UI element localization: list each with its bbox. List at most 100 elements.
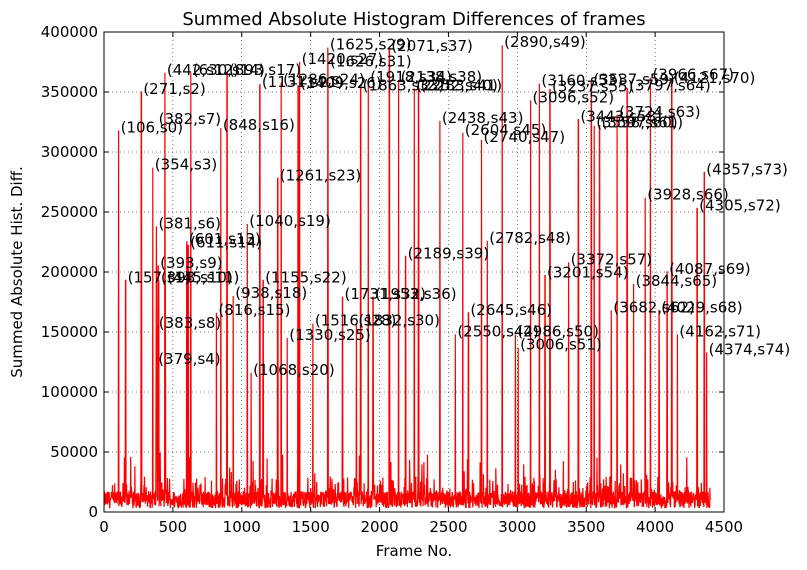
peak-label: (3372,s57)	[571, 250, 653, 268]
peak-label: (1131,s21)	[262, 73, 344, 91]
y-tick-label: 0	[88, 503, 98, 521]
peak-label: (398,s10)	[161, 268, 233, 286]
y-tick-label: 250000	[41, 203, 98, 221]
peak-label: (601,s13)	[189, 230, 261, 248]
x-tick-label: 4000	[636, 518, 674, 536]
y-tick-label: 200000	[41, 263, 98, 281]
x-tick-label: 4500	[705, 518, 743, 536]
peak-label: (1330,s25)	[289, 326, 371, 344]
peak-label: (2550,s44)	[457, 322, 539, 340]
peak-label: (2071,s37)	[391, 37, 473, 55]
peak-label: (3201,s54)	[547, 264, 629, 282]
y-tick-label: 350000	[41, 83, 98, 101]
peak-annotations: (106,s0) (157,s1) (271,s2) (354,s3) (379,s4)…	[121, 33, 791, 379]
peak-label: (630,s14)	[193, 61, 265, 79]
y-tick-label: 400000	[41, 23, 98, 41]
peak-label: (4121,s70)	[674, 69, 756, 87]
peak-label: (3096,s52)	[533, 88, 615, 106]
peak-label: (1155,s22)	[265, 268, 347, 286]
y-tick-label: 150000	[41, 323, 98, 341]
x-tick-label: 2000	[360, 518, 398, 536]
peak-label: (4087,s69)	[669, 260, 751, 278]
x-tick-label: 3000	[498, 518, 536, 536]
axis-ticks: 0 500 1000 1500 2000 2500 3000 3500 4000 4500 0 500…	[41, 23, 743, 536]
peak-label: (2283,s41)	[421, 76, 503, 94]
x-tick-label: 0	[99, 518, 109, 536]
peak-label: (1832,s30)	[358, 312, 440, 330]
peak-label: (1409,s26)	[300, 74, 382, 92]
peak-label: (1068,s20)	[253, 361, 335, 379]
peak-label: (1953,s36)	[375, 285, 457, 303]
peak-label: (938,s18)	[235, 284, 307, 302]
peak-label: (2986,s50)	[517, 322, 599, 340]
x-tick-label: 3500	[567, 518, 605, 536]
peak-label: (4305,s72)	[699, 196, 781, 214]
peak-label: (3443,s58)	[580, 108, 662, 126]
peak-label: (611,s14)	[190, 234, 262, 252]
peak-label: (1863,s33)	[363, 76, 445, 94]
peak-label: (379,s4)	[158, 350, 220, 368]
peak-label: (2138,s38)	[401, 68, 483, 86]
y-tick-label: 50000	[50, 443, 98, 461]
peak-label: (271,s2)	[143, 80, 205, 98]
peak-label: (4374,s74)	[709, 340, 791, 358]
x-tick-label: 500	[159, 518, 188, 536]
peak-label: (2782,s48)	[489, 229, 571, 247]
peak-label: (2890,s49)	[504, 33, 586, 51]
x-tick-label: 1500	[292, 518, 330, 536]
peak-label: (1918,s34)	[370, 68, 452, 86]
x-axis-label: Frame No.	[376, 542, 452, 560]
peak-label: (381,s6)	[158, 214, 220, 232]
peak-label: (2189,s39)	[408, 244, 490, 262]
x-tick-label: 1000	[223, 518, 261, 536]
peak-label: (4029,s68)	[661, 298, 743, 316]
peak-label: (3160,s53)	[541, 72, 623, 90]
peak-label: (2604,s45)	[465, 121, 547, 139]
peak-label: (3928,s66)	[647, 186, 729, 204]
peak-label: (157,s1)	[128, 268, 190, 286]
peak-label: (3724,s63)	[619, 103, 701, 121]
peak-label: (442,s12)	[167, 61, 239, 79]
peak-label: (382,s7)	[159, 110, 221, 128]
series-line-layer	[104, 45, 711, 510]
peak-label: (848,s16)	[223, 116, 295, 134]
y-tick-label: 300000	[41, 143, 98, 161]
peak-label: (1731,s32)	[344, 285, 426, 303]
peak-label: (445,s11)	[167, 268, 239, 286]
peak-label: (3797,s64)	[629, 76, 711, 94]
y-axis-label: Summed Absolute Hist. Diff.	[8, 166, 26, 378]
peak-label: (383,s8)	[159, 314, 221, 332]
peak-label: (1261,s23)	[280, 166, 362, 184]
peak-label: (3844,s65)	[636, 272, 718, 290]
peak-label: (1626,s31)	[330, 52, 412, 70]
peak-label: (3682,s62)	[613, 298, 695, 316]
peak-label: (893,s17)	[229, 61, 301, 79]
peak-label: (1286,s24)	[283, 70, 365, 88]
peak-label: (3558,s60)	[596, 114, 678, 132]
peak-label: (3966,s67)	[652, 66, 734, 84]
x-tick-label: 2500	[429, 518, 467, 536]
peak-label: (4357,s73)	[706, 160, 788, 178]
peak-label: (3597,s61)	[602, 114, 684, 132]
peak-label: (3537,s59)	[593, 70, 675, 88]
series-line	[104, 45, 711, 510]
peak-label: (106,s0)	[121, 118, 183, 136]
chart-title: Summed Absolute Histogram Differences of…	[182, 9, 645, 30]
peak-label: (2438,s43)	[442, 109, 524, 127]
peak-label: (1516,s28)	[315, 312, 397, 330]
y-tick-label: 100000	[41, 383, 98, 401]
peak-label: (2645,s46)	[470, 301, 552, 319]
peak-label: (393,s9)	[160, 254, 222, 272]
peak-label: (1420,s27)	[302, 50, 384, 68]
plot-area	[104, 45, 711, 510]
peak-label: (354,s3)	[155, 156, 217, 174]
peak-label: (2252,s40)	[416, 76, 498, 94]
peak-label: (4162,s71)	[679, 322, 761, 340]
grid-layer	[104, 32, 724, 512]
peak-label: (2740,s47)	[484, 128, 566, 146]
peak-label: (1040,s19)	[249, 212, 331, 230]
peak-label: (3006,s51)	[520, 336, 602, 354]
peak-label: (1625,s29)	[330, 36, 412, 54]
peak-label: (3237,s55)	[552, 78, 634, 96]
